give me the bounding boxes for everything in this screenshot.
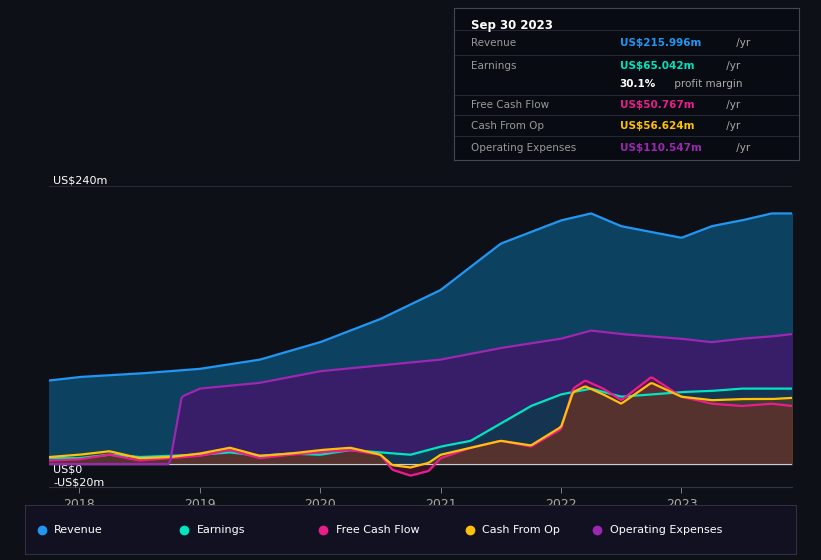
Text: -US$20m: -US$20m <box>53 477 104 487</box>
Text: /yr: /yr <box>733 38 750 48</box>
Text: US$56.624m: US$56.624m <box>620 122 694 132</box>
Text: Operating Expenses: Operating Expenses <box>471 142 576 152</box>
Text: US$0: US$0 <box>53 464 82 474</box>
Text: Sep 30 2023: Sep 30 2023 <box>471 19 553 32</box>
Text: /yr: /yr <box>733 142 750 152</box>
Text: US$215.996m: US$215.996m <box>620 38 701 48</box>
Text: Operating Expenses: Operating Expenses <box>610 525 722 535</box>
Text: profit margin: profit margin <box>672 79 743 89</box>
Text: US$240m: US$240m <box>53 176 108 185</box>
Text: Earnings: Earnings <box>197 525 245 535</box>
Text: Revenue: Revenue <box>471 38 516 48</box>
Text: /yr: /yr <box>723 61 741 71</box>
Text: US$110.547m: US$110.547m <box>620 142 701 152</box>
Text: Free Cash Flow: Free Cash Flow <box>336 525 420 535</box>
Text: US$65.042m: US$65.042m <box>620 61 694 71</box>
Text: /yr: /yr <box>723 100 741 110</box>
Text: Free Cash Flow: Free Cash Flow <box>471 100 549 110</box>
Text: Revenue: Revenue <box>54 525 103 535</box>
Text: Cash From Op: Cash From Op <box>482 525 560 535</box>
Text: Earnings: Earnings <box>471 61 516 71</box>
Text: /yr: /yr <box>723 122 741 132</box>
Text: 30.1%: 30.1% <box>620 79 656 89</box>
Text: Cash From Op: Cash From Op <box>471 122 544 132</box>
Text: US$50.767m: US$50.767m <box>620 100 694 110</box>
